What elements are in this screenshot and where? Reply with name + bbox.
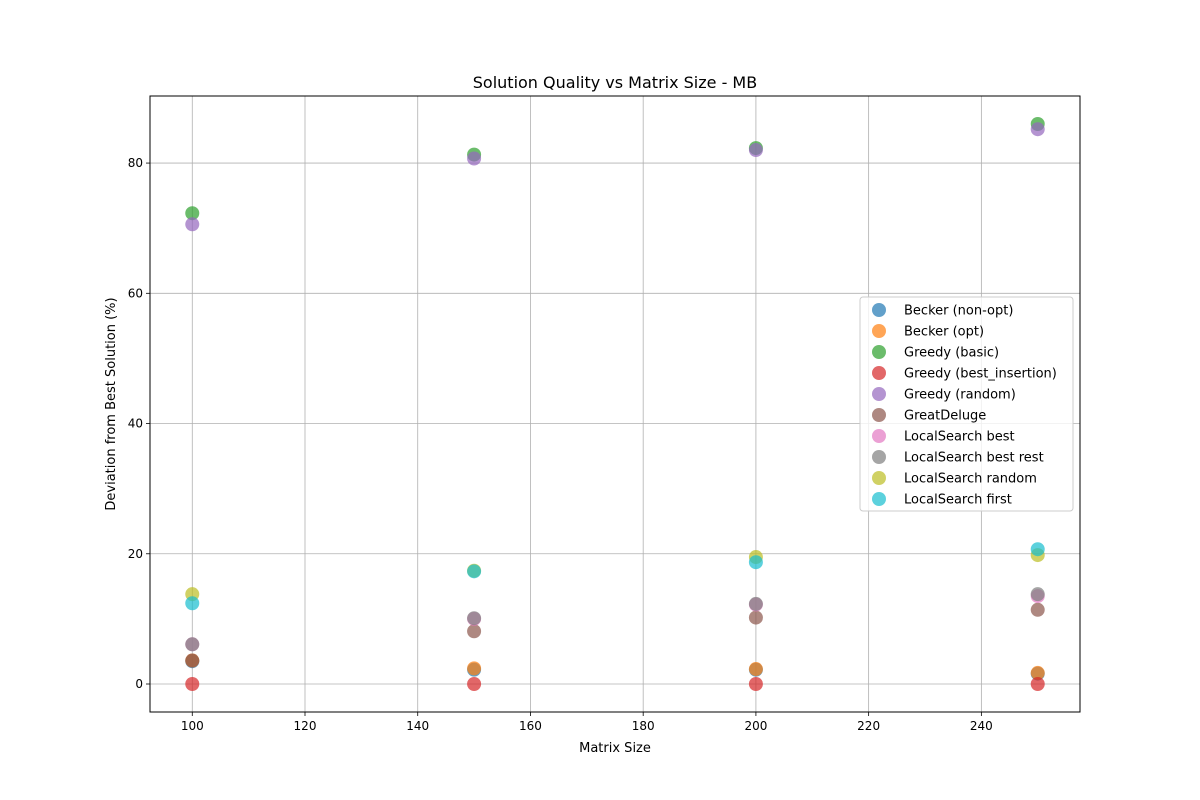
legend-marker [872,345,886,359]
y-tick-label: 20 [128,547,143,561]
legend-label: Greedy (basic) [904,346,999,361]
legend-label: Becker (non-opt) [904,304,1013,319]
legend-marker [872,324,886,338]
data-point [467,151,482,166]
data-point [748,662,763,677]
data-point [748,555,763,570]
data-point [748,143,763,158]
x-tick-label: 140 [406,719,429,733]
legend-marker [872,303,886,317]
data-point [185,206,200,221]
data-point [185,596,200,611]
data-points [185,117,1045,691]
legend-label: GreatDeluge [904,409,986,424]
x-axis-label: Matrix Size [579,741,651,756]
x-tick-label: 100 [181,719,204,733]
data-point [748,677,763,691]
y-tick-label: 60 [128,286,143,300]
data-point [185,637,200,652]
data-point [467,624,482,639]
data-point [1030,587,1045,602]
data-point [1030,542,1045,557]
data-point [748,610,763,625]
x-tick-label: 120 [294,719,317,733]
data-point [467,564,482,579]
data-point [467,661,482,676]
legend-marker [872,408,886,422]
x-tick-label: 240 [970,719,993,733]
y-axis-label: Deviation from Best Solution (%) [104,297,119,510]
data-point [1030,665,1045,680]
y-tick-label: 80 [128,156,143,170]
legend-marker [872,387,886,401]
legend-label: Becker (opt) [904,325,984,340]
legend-marker [872,450,886,464]
x-tick-label: 180 [632,719,655,733]
y-tick-label: 40 [128,417,143,431]
y-tick-label: 0 [135,677,143,691]
data-point [467,677,482,691]
data-point [185,677,200,691]
legend-marker [872,471,886,485]
legend-label: LocalSearch first [904,493,1012,508]
x-tick-label: 160 [519,719,542,733]
data-point [185,653,200,668]
data-point [467,611,482,626]
legend-marker [872,492,886,506]
x-tick-label: 220 [857,719,880,733]
legend-label: Greedy (best_insertion) [904,367,1057,382]
legend-label: Greedy (random) [904,388,1016,403]
plot-frame [149,95,1081,713]
legend: Becker (non-opt) Becker (opt) Greedy (basi… [859,296,1074,512]
data-point [1030,677,1045,691]
legend-marker [872,366,886,380]
legend-label: LocalSearch best rest [904,451,1044,466]
data-point [1030,122,1045,137]
chart-title: Solution Quality vs Matrix Size - MB [473,73,757,92]
data-point [748,596,763,611]
legend-label: LocalSearch random [904,472,1037,487]
x-tick-label: 200 [744,719,767,733]
legend-box [859,296,1074,512]
legend-marker [872,429,886,443]
axis-ticks: 100 120 140 160 180 200 220 240 0 20 40 60 80 [128,156,993,733]
data-point [1030,602,1045,617]
data-point [185,217,200,232]
legend-label: LocalSearch best [904,430,1015,445]
